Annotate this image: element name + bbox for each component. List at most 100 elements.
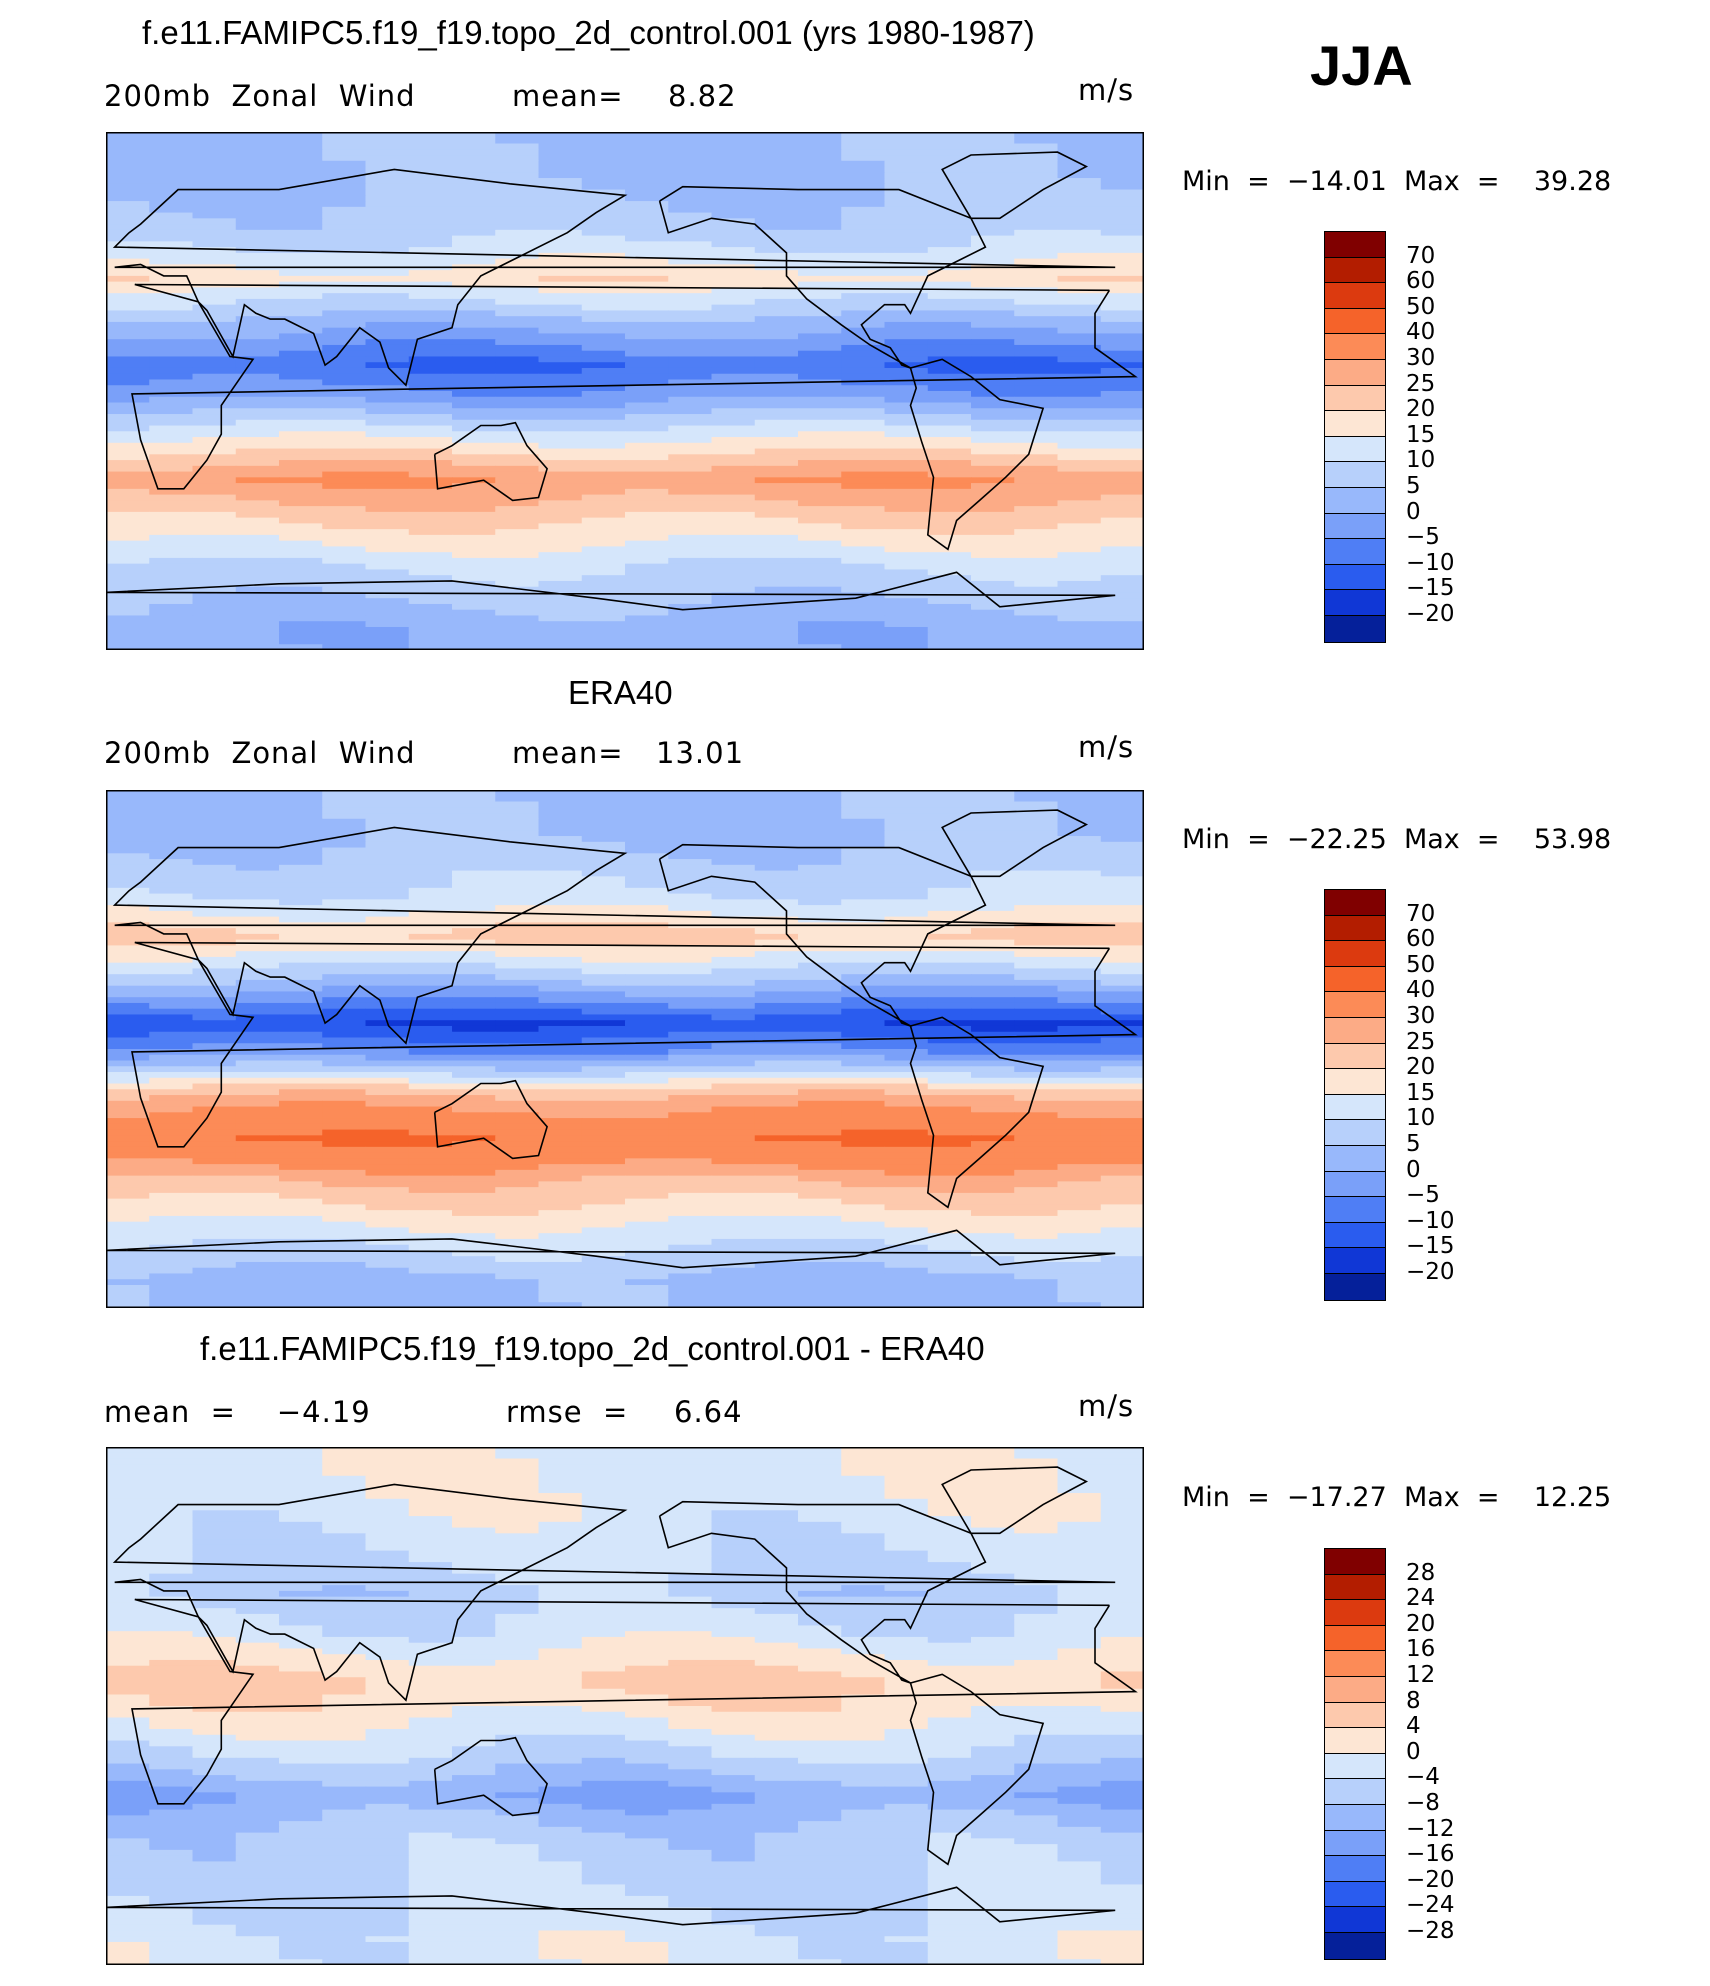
contour-cell — [841, 414, 886, 421]
contour-cell — [279, 1072, 323, 1079]
contour-cell — [1100, 1123, 1144, 1131]
contour-cell — [192, 425, 237, 432]
contour-cell — [495, 552, 540, 559]
contour-cell — [192, 586, 237, 594]
contour-cell — [971, 557, 1015, 565]
contour-cell — [1057, 933, 1102, 941]
contour-cell — [106, 1072, 150, 1079]
contour-cell — [495, 523, 540, 530]
contour-cell — [495, 621, 540, 628]
contour-cell — [884, 1475, 929, 1483]
panel-1-mean-label: mean= — [512, 79, 624, 113]
contour-cell — [754, 1169, 799, 1177]
contour-cell — [279, 1135, 323, 1142]
contour-cell — [322, 824, 367, 831]
contour-cell — [1014, 206, 1059, 214]
contour-cell — [106, 1135, 150, 1142]
contour-cell — [538, 979, 583, 987]
contour-cell — [884, 1175, 929, 1182]
contour-cell — [495, 1475, 540, 1483]
contour-cell — [971, 373, 1015, 381]
contour-cell — [927, 1181, 972, 1188]
contour-cell — [668, 864, 713, 872]
contour-cell — [235, 408, 280, 415]
contour-cell — [192, 494, 237, 501]
contour-cell — [754, 968, 799, 975]
contour-cell — [754, 1573, 799, 1580]
contour-cell — [884, 391, 929, 398]
contour-cell — [927, 824, 972, 831]
contour-cell — [884, 1521, 929, 1529]
contour-cell — [408, 979, 453, 987]
contour-cell — [1100, 644, 1144, 650]
contour-cell — [235, 298, 280, 306]
contour-cell — [106, 1037, 150, 1044]
contour-cell — [625, 807, 669, 814]
contour-cell — [106, 500, 150, 507]
contour-cell — [927, 419, 972, 427]
contour-cell — [452, 910, 496, 918]
contour-cell — [538, 813, 583, 820]
contour-cell — [927, 557, 972, 565]
contour-cell — [322, 1020, 367, 1027]
colorbar-swatch — [1324, 1273, 1386, 1301]
contour-cell — [365, 1573, 410, 1580]
contour-cell — [971, 1458, 1015, 1465]
contour-cell — [1100, 813, 1144, 820]
contour-cell — [1014, 1481, 1059, 1488]
contour-cell — [971, 1238, 1015, 1246]
contour-cell — [884, 201, 929, 208]
contour-cell — [408, 339, 453, 346]
contour-cell — [625, 1464, 669, 1471]
contour-cell — [798, 1118, 842, 1125]
contour-cell — [798, 316, 842, 323]
contour-cell — [279, 795, 323, 803]
contour-cell — [1057, 494, 1102, 501]
contour-cell — [711, 465, 756, 473]
contour-cell — [279, 391, 323, 398]
contour-cell — [149, 1135, 194, 1142]
contour-cell — [495, 316, 540, 323]
contour-cell — [1057, 477, 1102, 484]
contour-cell — [192, 847, 237, 854]
contour-cell — [841, 373, 886, 381]
colorbar-tick-label: 40 — [1406, 319, 1436, 346]
contour-cell — [711, 1290, 756, 1298]
contour-cell — [279, 327, 323, 335]
contour-cell — [668, 235, 713, 242]
contour-cell — [1014, 367, 1059, 375]
contour-cell — [625, 621, 669, 628]
contour-cell — [971, 1452, 1015, 1460]
contour-cell — [754, 824, 799, 831]
contour-cell — [798, 790, 842, 797]
contour-cell — [581, 1037, 626, 1044]
contour-cell — [235, 425, 280, 432]
contour-cell — [841, 1072, 886, 1079]
contour-cell — [798, 1135, 842, 1142]
contour-cell — [149, 379, 194, 386]
contour-cell — [452, 1060, 496, 1067]
contour-cell — [322, 638, 367, 645]
contour-cell — [235, 592, 280, 599]
contour-cell — [1100, 974, 1144, 981]
contour-cell — [754, 1481, 799, 1488]
contour-cell — [1100, 1504, 1144, 1511]
contour-cell — [754, 224, 799, 231]
panel-1-units: m/s — [1078, 73, 1135, 107]
contour-cell — [106, 1250, 150, 1257]
panel-3-rmse-label: rmse = — [506, 1395, 629, 1429]
contour-cell — [884, 626, 929, 634]
contour-cell — [711, 644, 756, 650]
contour-cell — [1100, 391, 1144, 398]
contour-cell — [495, 1181, 540, 1188]
contour-cell — [754, 1562, 799, 1569]
contour-cell — [927, 252, 972, 260]
contour-cell — [668, 275, 713, 283]
contour-cell — [625, 1215, 669, 1223]
contour-cell — [1057, 1146, 1102, 1154]
contour-cell — [1100, 569, 1144, 576]
contour-cell — [495, 1020, 540, 1027]
contour-cell — [1014, 1550, 1059, 1557]
contour-cell — [884, 1539, 929, 1546]
contour-cell — [711, 830, 756, 837]
